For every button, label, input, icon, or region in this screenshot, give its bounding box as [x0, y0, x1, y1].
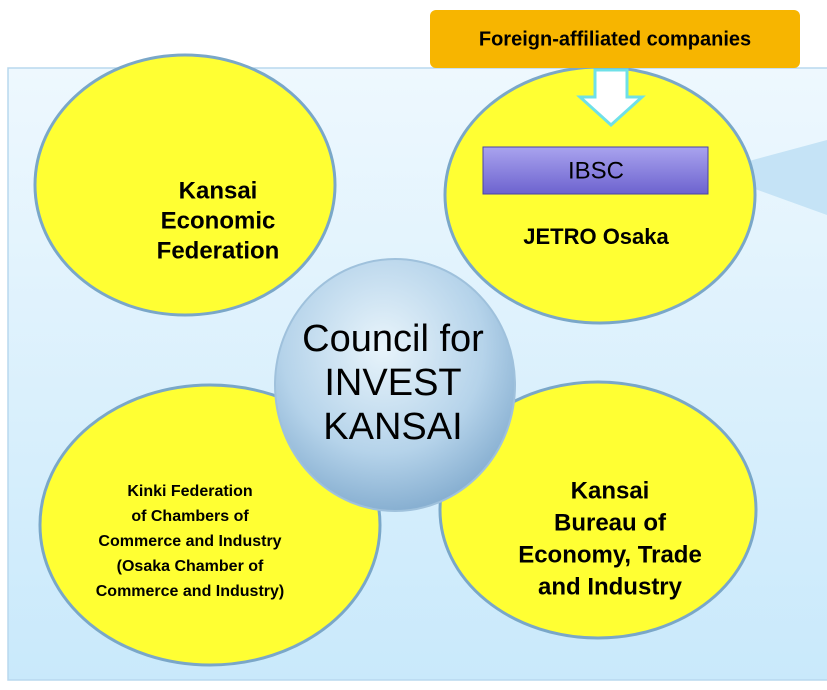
node-label: Economic [161, 207, 276, 234]
node-label: and Industry [538, 573, 683, 600]
node-label: Kinki Federation [127, 483, 252, 500]
ibsc-label: IBSC [568, 157, 624, 184]
center-label: KANSAI [323, 406, 462, 448]
node-label: Commerce and Industry) [96, 583, 284, 600]
node-label: Bureau of [554, 509, 667, 536]
node-label: Kansai [571, 477, 650, 504]
center-label: Council for [302, 318, 484, 360]
node-label: Federation [157, 237, 280, 264]
top-box-label: Foreign-affiliated companies [479, 28, 751, 50]
node-label: Commerce and Industry [98, 533, 281, 550]
callout [708, 140, 827, 215]
node-label: of Chambers of [131, 508, 249, 525]
ibsc-box [482, 146, 709, 195]
node-label: JETRO Osaka [523, 224, 669, 249]
node-label: Economy, Trade [518, 541, 702, 568]
node-ellipse [438, 380, 758, 640]
node-ellipse [33, 53, 337, 317]
center-ellipse [274, 258, 516, 512]
arrow [576, 68, 646, 128]
node-label: (Osaka Chamber of [117, 558, 264, 575]
center-label: INVEST [324, 362, 461, 404]
node-label: Kansai [179, 177, 258, 204]
top-box [430, 10, 800, 68]
